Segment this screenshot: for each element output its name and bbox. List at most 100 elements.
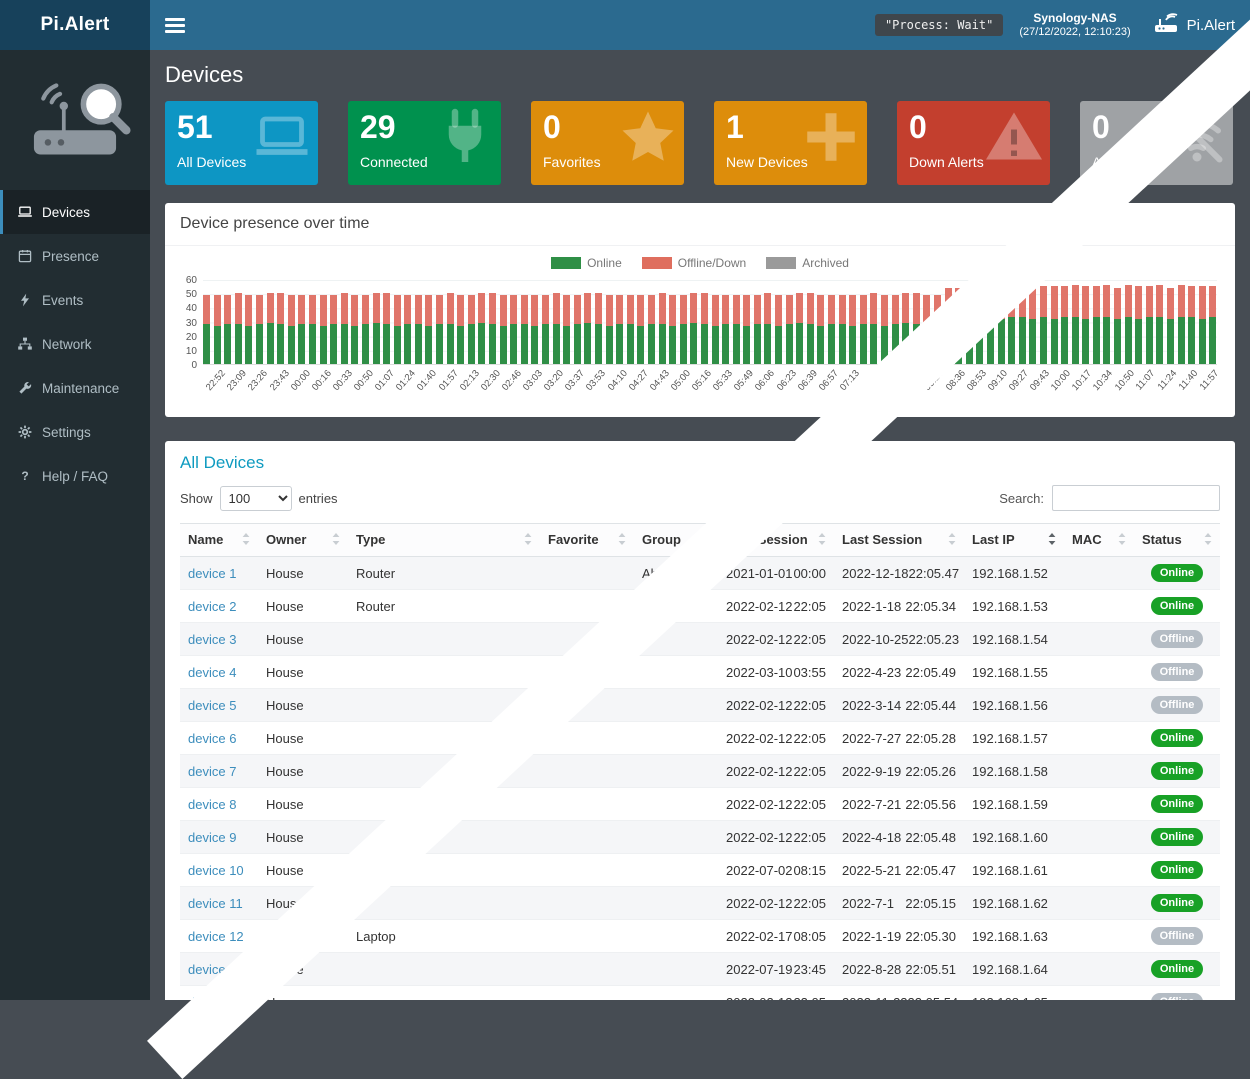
device-link[interactable]: device 2 (188, 598, 237, 614)
x-tick-label: 09:43 (1027, 368, 1053, 394)
owner-cell: House (258, 721, 348, 755)
type-cell (348, 688, 540, 722)
svg-text:?: ? (21, 469, 28, 483)
device-link[interactable]: device 14 (188, 995, 244, 1001)
calendar-icon (17, 248, 33, 264)
last-ip-cell: 192.168.1.55 (964, 655, 1064, 689)
sidebar-item-network[interactable]: Network (0, 322, 150, 366)
summary-card-connected[interactable]: 29 Connected (348, 101, 501, 185)
device-row: device 4 House 2022-03-10 03:55 2022-4-23 22:… (180, 655, 1220, 689)
summary-card-new-devices[interactable]: 1 New Devices (714, 101, 867, 185)
x-tick-label: 10:50 (1112, 368, 1137, 394)
device-link[interactable]: device 11 (188, 895, 243, 911)
legend-archived[interactable]: Archived (766, 256, 849, 270)
brand-logo[interactable]: Pi.Alert (0, 0, 150, 50)
search-input[interactable] (1052, 485, 1220, 511)
nav-brand[interactable]: Pi.Alert (1147, 12, 1235, 38)
x-tick-label: 05:49 (732, 368, 757, 394)
column-label: First Session (726, 532, 808, 547)
group-cell (634, 589, 718, 623)
chart-bar (976, 284, 984, 364)
sidebar-item-help-faq[interactable]: ? Help / FAQ (0, 454, 150, 498)
column-header-favorite[interactable]: Favorite (540, 523, 634, 557)
chart-bar (351, 294, 359, 364)
x-tick-label: 09:27 (1006, 368, 1031, 394)
sidebar: Devices Presence Events Network Maintenance S… (0, 50, 150, 1000)
sidebar-item-events[interactable]: Events (0, 278, 150, 322)
chart-bar (372, 293, 380, 364)
owner-cell: House (258, 655, 348, 689)
legend-offline-down[interactable]: Offline/Down (641, 256, 746, 270)
group-cell (634, 985, 718, 1000)
content: Devices 51 All Devices 29 Connected 0 Favorit… (150, 50, 1250, 1000)
first-session-cell: 2022-07-19 23:45 (718, 952, 834, 986)
group-cell (634, 754, 718, 788)
favorite-cell (540, 952, 634, 986)
chart-bar (340, 293, 348, 364)
x-tick-label: 01:40 (415, 368, 440, 394)
column-header-last-ip[interactable]: Last IP (964, 523, 1064, 557)
column-header-last-session[interactable]: Last Session (834, 523, 964, 557)
column-header-first-session[interactable]: First Session (718, 523, 834, 557)
group-cell (634, 820, 718, 854)
owner-cell: House (258, 820, 348, 854)
device-link[interactable]: device 7 (188, 763, 237, 779)
x-tick-label: 05:16 (689, 368, 715, 394)
navbar: "Process: Wait" Synology-NAS (27/12/2022… (150, 0, 1250, 50)
chart-bar (711, 294, 719, 364)
device-link[interactable]: device 5 (188, 697, 237, 713)
device-link[interactable]: device 13 (188, 961, 244, 977)
summary-card-down-alerts[interactable]: 0 Down Alerts (897, 101, 1050, 185)
summary-card-favorites[interactable]: 0 Favorites (531, 101, 684, 185)
type-cell (348, 820, 540, 854)
chart-bar (997, 286, 1005, 364)
device-row: device 14 House 2022-02-1222:052022-11-222… (180, 985, 1220, 1001)
legend-online[interactable]: Online (551, 256, 622, 270)
favorite-cell (540, 787, 634, 821)
chart-bar (520, 294, 528, 364)
column-header-owner[interactable]: Owner (258, 523, 348, 557)
column-header-mac[interactable]: MAC (1064, 523, 1134, 557)
chart-bar (1018, 284, 1026, 364)
x-tick-label: 03:53 (584, 368, 609, 394)
sidebar-item-maintenance[interactable]: Maintenance (0, 366, 150, 410)
chart-bar (552, 293, 560, 364)
chart-bar (933, 294, 941, 364)
device-link[interactable]: device 8 (188, 796, 237, 812)
summary-card-all-devices[interactable]: 51 All Devices (165, 101, 318, 185)
device-link[interactable]: device 9 (188, 829, 237, 845)
sidebar-item-presence[interactable]: Presence (0, 234, 150, 278)
chart-bar (404, 294, 412, 364)
device-link[interactable]: device 10 (188, 862, 244, 878)
sidebar-item-devices[interactable]: Devices (0, 190, 150, 234)
device-link[interactable]: device 12 (188, 928, 244, 944)
device-link[interactable]: device 3 (188, 631, 237, 647)
sidebar-item-settings[interactable]: Settings (0, 410, 150, 454)
x-tick-label: 10:17 (1070, 368, 1095, 394)
device-link[interactable]: device 6 (188, 730, 237, 746)
device-link[interactable]: device 1 (188, 565, 237, 581)
chart-bar (838, 294, 846, 364)
column-header-status[interactable]: Status (1134, 523, 1220, 557)
page-size-select[interactable]: 100 (219, 485, 292, 511)
chart-bar (414, 294, 422, 364)
chart-bar (881, 294, 888, 364)
last-session-cell: 2022-4-23 22:05.49 (834, 655, 964, 689)
device-link[interactable]: device 4 (188, 664, 237, 680)
column-header-name[interactable]: Name (180, 523, 258, 557)
chart-bar (1156, 284, 1164, 364)
x-tick-label: 23:43 (267, 368, 292, 394)
last-session-cell: 2022-9-19 22:05.26 (834, 754, 964, 788)
summary-card-archived[interactable]: 0 Archived (1080, 101, 1233, 185)
device-row: device 1 House Router Always on 2021-01-01 00… (180, 556, 1220, 590)
favorite-cell (540, 655, 634, 689)
last-ip-cell: 192.168.1.63 (964, 919, 1064, 953)
first-session-cell: 2022-03-10 03:55 (718, 655, 834, 689)
x-tick-label: 07:13 (837, 368, 862, 394)
x-tick-label: 01:57 (436, 368, 461, 394)
hamburger-menu-icon[interactable] (165, 17, 185, 33)
column-header-type[interactable]: Type (348, 523, 540, 557)
chart-bar (1008, 286, 1016, 364)
column-header-group[interactable]: Group (634, 523, 718, 557)
